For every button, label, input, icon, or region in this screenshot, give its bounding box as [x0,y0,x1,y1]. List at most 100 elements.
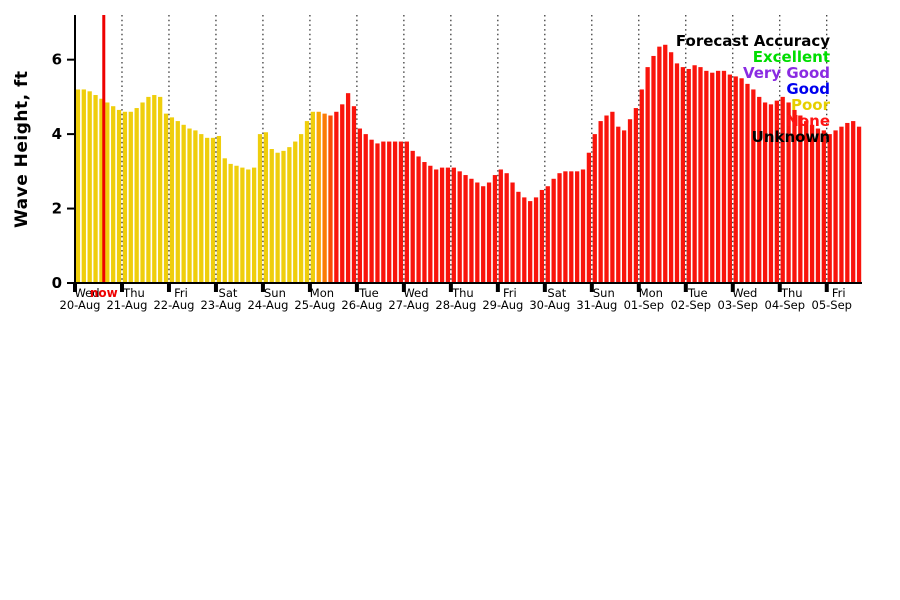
wave-height-bar [163,113,169,283]
wave-height-bar [792,109,797,284]
day-name-label: Sun [593,286,615,300]
wave-height-bar [586,152,592,283]
wave-height-bar [815,128,821,283]
day-date-label: 01-Sep [624,298,664,312]
wave-height-bar [604,115,609,283]
wave-height-bar [751,89,756,283]
wave-height-bar [87,91,92,283]
wave-height-bar [122,111,128,284]
wave-height-bar [210,137,216,283]
day-name-label: Wed [403,286,428,300]
wave-height-bar [75,89,81,283]
legend-title: Forecast Accuracy [675,32,830,50]
day-date-label: 03-Sep [718,298,758,312]
wave-height-bar [457,171,462,283]
wave-height-bar [610,111,615,284]
wave-height-bar [216,135,222,283]
y-axis-label: Wave Height, ft [12,70,32,228]
wave-height-bar [498,169,503,283]
wave-height-bar [845,122,850,283]
wave-height-bar [545,186,550,283]
wave-height-bar [492,175,498,283]
wave-height-bar [533,197,539,283]
day-date-label: 20-Aug [60,298,101,312]
day-name-label: Thu [122,286,145,300]
wave-height-bar [762,102,768,283]
wave-height-bar [486,182,492,283]
wave-height-bar [434,169,439,283]
wave-height-bar [692,65,697,283]
forecast-accuracy-legend: Forecast Accuracy Excellent Very Good Good… [676,33,830,145]
day-name-label: Fri [503,286,517,300]
day-date-label: 28-Aug [435,298,476,312]
wave-height-bar [510,182,515,283]
day-date-label: 26-Aug [341,298,382,312]
wave-height-bar [310,111,315,284]
wave-height-bar [522,197,527,283]
wave-height-bar [275,152,280,283]
wave-height-bar [381,141,386,283]
wave-height-bar [798,115,803,283]
day-name-label: Fri [832,286,846,300]
wave-height-bar [340,104,345,283]
day-name-label: Thu [780,286,803,300]
y-tick-label: 6 [52,51,62,69]
day-name-label: Sat [547,286,566,300]
wave-height-bar [598,121,603,283]
wave-height-bar [146,96,151,283]
day-name-label: Mon [639,286,663,300]
wave-height-bar [563,171,568,283]
day-date-label: 21-Aug [106,298,147,312]
day-date-label: 31-Aug [576,298,617,312]
wave-height-bar [674,63,680,284]
wave-height-bar [193,130,198,283]
wave-height-bar [111,106,116,283]
wave-height-bar [733,76,738,284]
wave-height-bar [580,169,586,283]
wave-height-bar [222,158,227,283]
wave-height-bar [422,162,427,283]
wave-height-bar [745,83,750,283]
wave-height-bar [616,126,621,284]
wave-height-bar [809,124,815,283]
wave-height-bar [856,126,862,284]
day-name-label: Wed [74,286,99,300]
day-date-label: 29-Aug [482,298,523,312]
wave-height-bar [786,102,791,283]
chart-canvas: 0246Wed20-AugThu21-AugFri22-AugSat23-Aug… [52,15,862,312]
wave-height-bar [328,115,333,283]
wave-height-bar [304,121,310,283]
day-name-label: Thu [451,286,474,300]
legend-item-unknown: Unknown [751,128,830,146]
wave-height-bar [851,121,856,283]
wave-height-bar [287,147,292,283]
day-name-label: Tue [687,286,708,300]
wave-height-bar [804,121,809,283]
wave-height-bar [686,68,691,283]
wave-height-bar [134,108,139,283]
wave-height-bar [205,137,210,283]
wave-height-bar [199,134,204,283]
wave-height-bar [668,52,674,283]
day-date-label: 25-Aug [294,298,335,312]
wave-height-bar [246,169,251,283]
wave-height-bar [357,128,362,283]
wave-height-bar [757,96,762,283]
wave-height-bar [152,95,157,284]
wave-height-bar [263,132,269,283]
day-date-label: 02-Sep [671,298,711,312]
day-date-label: 27-Aug [388,298,429,312]
day-name-label: Sat [219,286,238,300]
day-name-label: Mon [310,286,334,300]
wave-height-bar [175,121,180,283]
wave-height-bar [240,167,245,283]
wave-height-bar [575,171,580,283]
wave-height-bar [251,167,257,283]
day-name-label: Tue [358,286,379,300]
wave-height-bar [739,78,744,284]
wave-height-bar [821,130,826,283]
legend-item-very-good: Very Good [742,64,830,82]
wave-height-bar [839,126,844,284]
day-name-label: Fri [174,286,188,300]
legend-item-excellent: Excellent [752,48,830,66]
